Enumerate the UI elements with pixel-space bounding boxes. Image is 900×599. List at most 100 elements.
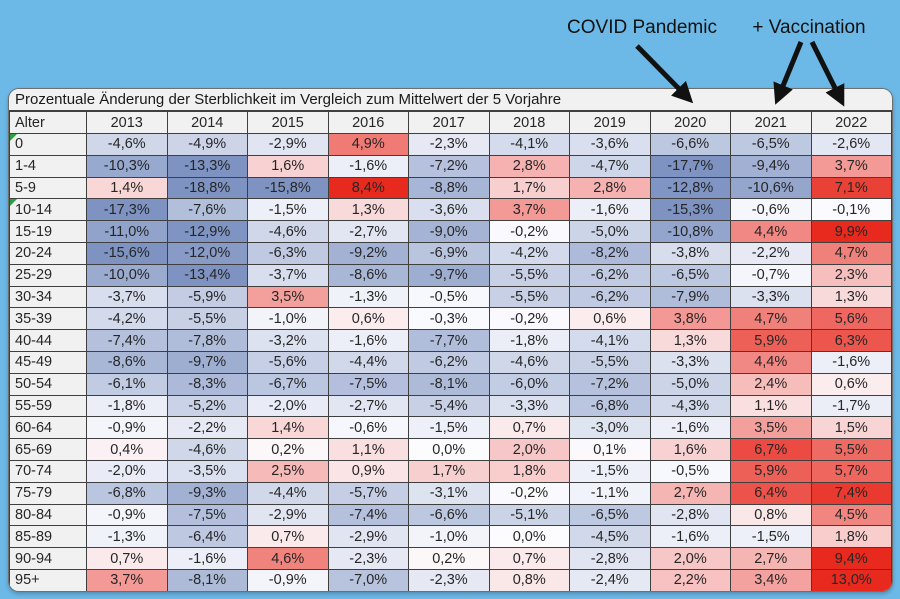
column-header-2014: 2014 bbox=[166, 111, 248, 134]
cell-70-74-2015: 2,5% bbox=[247, 459, 329, 483]
cell-15-19-2016: -2,7% bbox=[327, 220, 409, 243]
cell-40-44-2020: 1,3% bbox=[649, 329, 731, 352]
table-header-row: Alter 2013 2014 2015 2016 2017 2018 2019 2020 202… bbox=[9, 111, 892, 134]
cell-90-94-2013: 0,7% bbox=[86, 547, 168, 570]
cell-85-89-2016: -2,9% bbox=[327, 525, 409, 549]
cell-75-79-2015: -4,4% bbox=[247, 481, 329, 505]
cell-10-14-2020: -15,3% bbox=[649, 198, 731, 222]
cell-1-4-2022: 3,7% bbox=[810, 154, 892, 178]
cell-35-39-2015: -1,0% bbox=[247, 307, 329, 331]
cell-15-19-2013: -11,0% bbox=[86, 220, 168, 243]
table-row: 55-59 -1,8% -5,2% -2,0% -2,7% -5,4% -3,3% -6,8%… bbox=[9, 394, 892, 418]
table-row: 50-54 -6,1% -8,3% -6,7% -7,5% -8,1% -6,0% -7,2%… bbox=[9, 372, 892, 396]
cell-15-19-2022: 9,9% bbox=[810, 220, 892, 243]
cell-15-19-2018: -0,2% bbox=[488, 220, 570, 243]
cell-35-39-2018: -0,2% bbox=[488, 307, 570, 331]
cell-10-14-2019: -1,6% bbox=[569, 198, 651, 222]
cell-85-89-2021: -1,5% bbox=[730, 525, 812, 549]
table-row: 40-44 -7,4% -7,8% -3,2% -1,6% -7,7% -1,8% -4,1%… bbox=[9, 329, 892, 352]
cell-25-29-2019: -6,2% bbox=[569, 263, 651, 287]
cell-1-4-2017: -7,2% bbox=[408, 154, 490, 178]
column-header-alter: Alter bbox=[9, 111, 87, 134]
cell-40-44-2015: -3,2% bbox=[247, 329, 329, 352]
cell-65-69-2019: 0,1% bbox=[569, 438, 651, 461]
cell-65-69-2022: 5,5% bbox=[810, 438, 892, 461]
cell-1-4-2018: 2,8% bbox=[488, 154, 570, 178]
cell-35-39-2014: -5,5% bbox=[166, 307, 248, 331]
cell-0-2014: -4,9% bbox=[166, 133, 248, 156]
row-label-55-59: 55-59 bbox=[9, 394, 87, 418]
cell-95+-2022: 13,0% bbox=[810, 568, 892, 591]
cell-15-19-2015: -4,6% bbox=[247, 220, 329, 243]
cell-20-24-2018: -4,2% bbox=[488, 241, 570, 265]
cell-40-44-2022: 6,3% bbox=[810, 329, 892, 352]
cell-90-94-2014: -1,6% bbox=[166, 547, 248, 570]
cell-55-59-2013: -1,8% bbox=[86, 394, 168, 418]
cell-5-9-2013: 1,4% bbox=[86, 176, 168, 200]
cell-25-29-2015: -3,7% bbox=[247, 263, 329, 287]
table-row: 70-74 -2,0% -3,5% 2,5% 0,9% 1,7% 1,8% -1,5% -0,5… bbox=[9, 459, 892, 483]
cell-5-9-2017: -8,8% bbox=[408, 176, 490, 200]
cell-85-89-2022: 1,8% bbox=[810, 525, 892, 549]
cell-10-14-2021: -0,6% bbox=[730, 198, 812, 222]
cell-35-39-2017: -0,3% bbox=[408, 307, 490, 331]
cell-5-9-2019: 2,8% bbox=[569, 176, 651, 200]
cell-70-74-2013: -2,0% bbox=[86, 459, 168, 483]
cell-70-74-2016: 0,9% bbox=[327, 459, 409, 483]
cell-25-29-2013: -10,0% bbox=[86, 263, 168, 287]
cell-40-44-2018: -1,8% bbox=[488, 329, 570, 352]
column-header-2022: 2022 bbox=[810, 111, 892, 134]
cell-10-14-2022: -0,1% bbox=[810, 198, 892, 222]
cell-40-44-2019: -4,1% bbox=[569, 329, 651, 352]
cell-15-19-2020: -10,8% bbox=[649, 220, 731, 243]
row-label-90-94: 90-94 bbox=[9, 547, 87, 570]
cell-0-2013: -4,6% bbox=[86, 133, 168, 156]
cell-70-74-2021: 5,9% bbox=[730, 459, 812, 483]
cell-95+-2015: -0,9% bbox=[247, 568, 329, 591]
cell-1-4-2014: -13,3% bbox=[166, 154, 248, 178]
cell-30-34-2019: -6,2% bbox=[569, 285, 651, 309]
cell-55-59-2021: 1,1% bbox=[730, 394, 812, 418]
cell-75-79-2021: 6,4% bbox=[730, 481, 812, 505]
cell-55-59-2019: -6,8% bbox=[569, 394, 651, 418]
cell-95+-2017: -2,3% bbox=[408, 568, 490, 591]
cell-50-54-2019: -7,2% bbox=[569, 372, 651, 396]
cell-5-9-2021: -10,6% bbox=[730, 176, 812, 200]
row-label-85-89: 85-89 bbox=[9, 525, 87, 549]
cell-10-14-2015: -1,5% bbox=[247, 198, 329, 222]
mortality-heatmap-sheet: Prozentuale Änderung der Sterblichkeit i… bbox=[8, 88, 893, 592]
cell-0-2020: -6,6% bbox=[649, 133, 731, 156]
table-row: 35-39 -4,2% -5,5% -1,0% 0,6% -0,3% -0,2% 0,6% 3,… bbox=[9, 307, 892, 331]
cell-0-2022: -2,6% bbox=[810, 133, 892, 156]
cell-0-2021: -6,5% bbox=[730, 133, 812, 156]
table-row: 25-29 -10,0% -13,4% -3,7% -8,6% -9,7% -5,5% -6,… bbox=[9, 263, 892, 287]
row-label-70-74: 70-74 bbox=[9, 459, 87, 483]
table-row: 75-79 -6,8% -9,3% -4,4% -5,7% -3,1% -0,2% -1,1%… bbox=[9, 481, 892, 505]
cell-90-94-2015: 4,6% bbox=[247, 547, 329, 570]
table-row: 95+ 3,7% -8,1% -0,9% -7,0% -2,3% 0,8% -2,4% 2,2%… bbox=[9, 568, 892, 591]
cell-5-9-2016: 8,4% bbox=[327, 176, 409, 200]
cell-80-84-2022: 4,5% bbox=[810, 503, 892, 527]
cell-95+-2016: -7,0% bbox=[327, 568, 409, 591]
cell-90-94-2022: 9,4% bbox=[810, 547, 892, 570]
excel-error-indicator-icon bbox=[10, 134, 17, 141]
cell-50-54-2014: -8,3% bbox=[166, 372, 248, 396]
row-label-65-69: 65-69 bbox=[9, 438, 87, 461]
cell-75-79-2019: -1,1% bbox=[569, 481, 651, 505]
covid-pandemic-label: COVID Pandemic bbox=[567, 17, 717, 38]
cell-90-94-2017: 0,2% bbox=[408, 547, 490, 570]
table-row: 20-24 -15,6% -12,0% -6,3% -9,2% -6,9% -4,2% -8,… bbox=[9, 241, 892, 265]
cell-30-34-2020: -7,9% bbox=[649, 285, 731, 309]
cell-75-79-2018: -0,2% bbox=[488, 481, 570, 505]
cell-5-9-2015: -15,8% bbox=[247, 176, 329, 200]
row-label-75-79: 75-79 bbox=[9, 481, 87, 505]
cell-20-24-2022: 4,7% bbox=[810, 241, 892, 265]
cell-45-49-2020: -3,3% bbox=[649, 350, 731, 374]
cell-50-54-2015: -6,7% bbox=[247, 372, 329, 396]
table-row: 60-64 -0,9% -2,2% 1,4% -0,6% -1,5% 0,7% -3,0% -1… bbox=[9, 416, 892, 440]
table-row: 15-19 -11,0% -12,9% -4,6% -2,7% -9,0% -0,2% -5,… bbox=[9, 220, 892, 243]
cell-45-49-2019: -5,5% bbox=[569, 350, 651, 374]
cell-70-74-2020: -0,5% bbox=[649, 459, 731, 483]
cell-45-49-2015: -5,6% bbox=[247, 350, 329, 374]
column-header-2019: 2019 bbox=[569, 111, 651, 134]
